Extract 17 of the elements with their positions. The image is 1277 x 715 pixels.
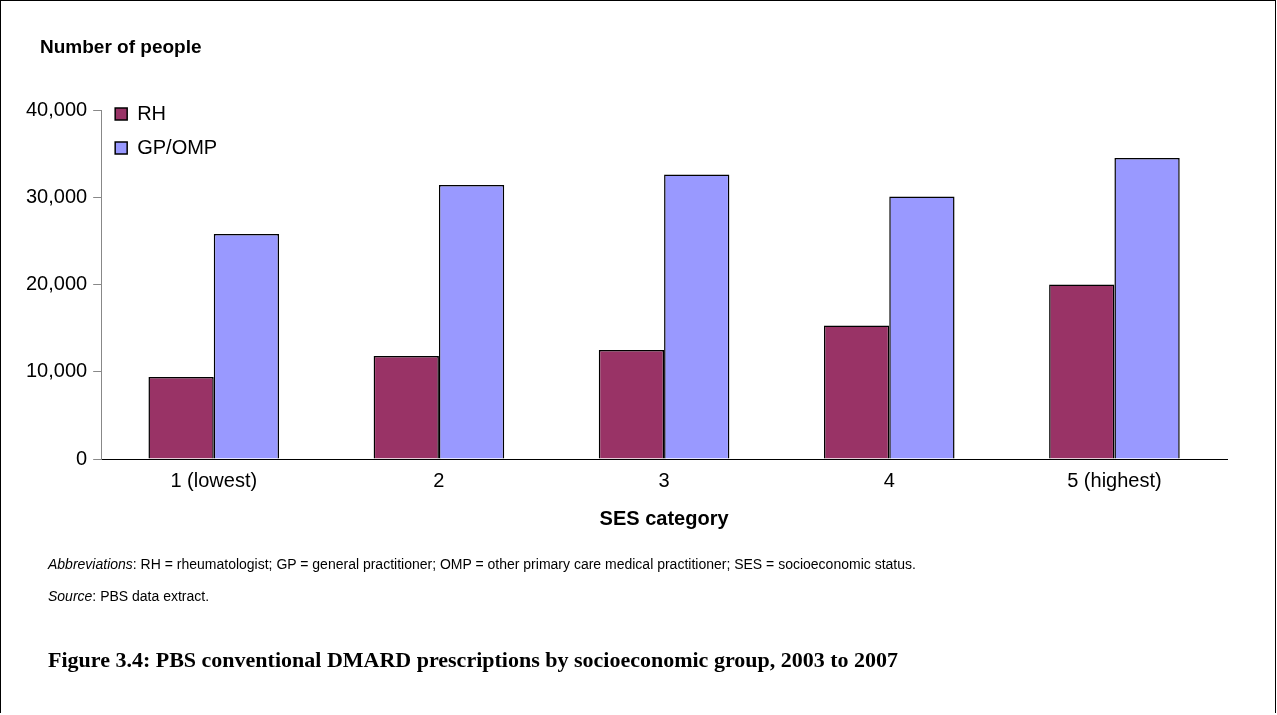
legend-label: RH [137, 101, 167, 124]
text: Figure 3.4: PBS conventional DMARD prescriptions by socioeconomic group, 2003 to 2007 [48, 647, 899, 673]
y-tick-label: 30,000 [26, 184, 88, 207]
y-tick-label: 0 [76, 446, 88, 469]
x-tick-label: 5 (highest) [1067, 468, 1162, 491]
x-tick-label: 1 (lowest) [170, 468, 258, 491]
y-axis-title: Number of people [40, 36, 202, 58]
x-tick-label: 4 [883, 468, 895, 491]
x-tick-label: 2 [433, 468, 445, 491]
legend-label: GP/OMP [137, 135, 218, 158]
text: Abbreviations: RH = rheumatologist; GP = general practitioner; OMP = other primary care medical practitioner; SES = socioeconomic status. [48, 556, 916, 572]
x-axis-title: SES category [599, 506, 730, 529]
y-tick-label: 10,000 [26, 359, 88, 382]
x-tick-label: 3 [658, 468, 670, 491]
y-tick-label: 40,000 [26, 97, 88, 120]
source-note: Source: PBS data extract. [48, 588, 211, 604]
y-tick-label: 20,000 [26, 272, 88, 295]
